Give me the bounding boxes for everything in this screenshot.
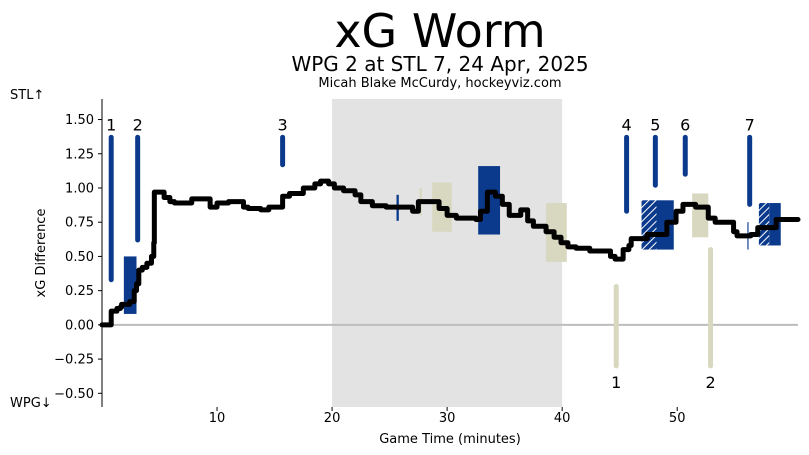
x-axis-label: Game Time (minutes) [379,432,521,447]
x-tick-layer: 10 20 30 40 50 [209,407,686,426]
y-tick-label: 0.75 [65,216,94,231]
goal-label-stl: 4 [621,115,631,134]
second-period-band [332,99,563,407]
goal-label-wpg: 2 [705,373,715,392]
y-tick-label: 1.25 [65,147,94,162]
goal-marker-layer: 1 2 3 4 5 6 71 2 [106,115,755,392]
period-band-layer [332,99,563,407]
x-tick-label: 30 [439,411,456,426]
team-down-label: WPG↓ [10,396,52,411]
y-tick-label: 0.50 [65,250,94,265]
y-tick-label: 1.50 [65,113,94,128]
worm-line-layer [99,178,801,328]
y-tick-label: 0.25 [65,284,94,299]
x-tick-label: 20 [324,411,341,426]
xg-worm-line [99,178,801,328]
goal-label-stl: 6 [680,115,690,134]
goal-label-stl: 5 [650,115,660,134]
y-tick-layer: 1.50 1.25 1.00 0.75 0.50 0.25 0.00 −0.25 −0.50 [54,113,102,402]
y-tick-label: 0.00 [65,318,94,333]
goal-label-stl: 3 [278,115,288,134]
goal-label-stl: 7 [745,115,755,134]
y-tick-label: −0.25 [54,353,94,368]
x-tick-label: 10 [209,411,226,426]
y-tick-label: 1.00 [65,181,94,196]
x-tick-label: 40 [554,411,571,426]
team-up-label: STL↑ [10,88,44,103]
y-axis-label: xG Difference [34,209,49,298]
goal-label-wpg: 1 [611,373,621,392]
penalty-box-stl [758,203,770,246]
x-tick-label: 50 [669,411,686,426]
chart-subtitle: WPG 2 at STL 7, 24 Apr, 2025 [291,52,588,76]
chart-credit: Micah Blake McCurdy, hockeyviz.com [318,76,561,91]
chart-title: xG Worm [334,4,545,58]
y-tick-label: −0.50 [54,387,94,402]
penalty-box-stl [641,200,657,250]
goal-label-stl: 2 [133,115,143,134]
goal-label-stl: 1 [106,115,116,134]
